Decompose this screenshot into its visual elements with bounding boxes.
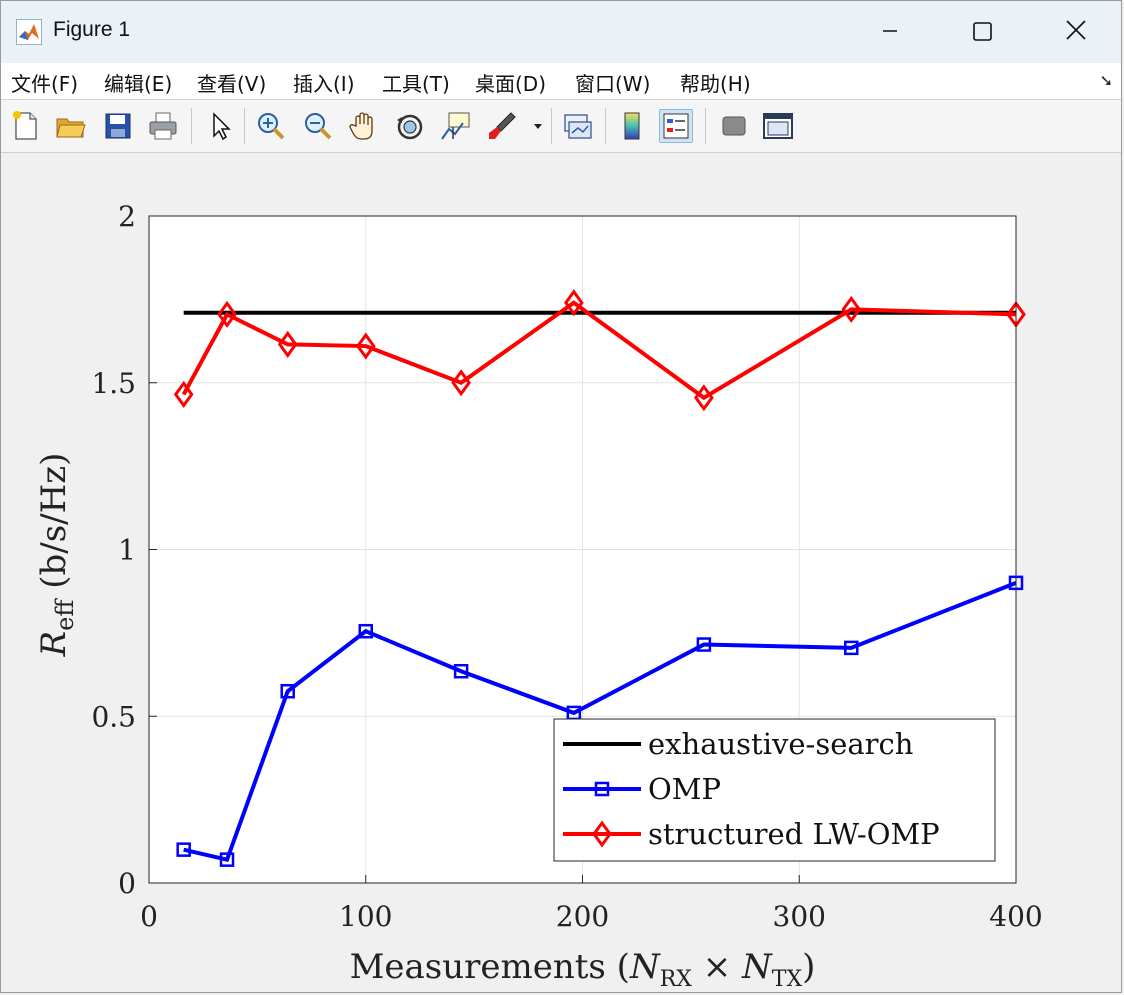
- data-point-structured-lw-omp: [563, 289, 584, 317]
- brush-dropdown-button[interactable]: [529, 109, 547, 143]
- y-tick-label: 2: [118, 200, 136, 233]
- series-layer: [173, 289, 1026, 867]
- axis-ticks: 0 100 200 300 400 0 0.5 1 1.5 2: [91, 200, 1042, 933]
- legend[interactable]: exhaustive-search OMP structured LW-OMP: [553, 718, 996, 862]
- zoom-out-icon: [305, 113, 332, 140]
- show-plot-tools-icon: [763, 113, 793, 139]
- y-tick-label: 0.5: [91, 700, 136, 733]
- brush-button[interactable]: [485, 109, 519, 143]
- zoom-in-icon: [258, 113, 285, 140]
- x-tick-label: 200: [556, 900, 609, 933]
- toolbar: [1, 100, 1121, 153]
- menu-dock-arrow-icon[interactable]: ➘: [1099, 71, 1113, 90]
- floppy-disk-icon: [105, 113, 131, 139]
- legend-item-exhaustive-search[interactable]: exhaustive-search: [563, 727, 913, 761]
- y-tick-label: 0: [118, 867, 136, 900]
- menu-insert[interactable]: 插入(I): [293, 72, 355, 96]
- window-title: Figure 1: [53, 18, 131, 41]
- legend-label: OMP: [648, 772, 721, 806]
- data-point-structured-lw-omp: [694, 384, 714, 412]
- insert-colorbar-button[interactable]: [615, 109, 649, 143]
- data-point-omp: [358, 623, 373, 639]
- y-tick-label: 1: [118, 534, 136, 567]
- x-tick-label: 0: [140, 900, 158, 933]
- data-point-structured-lw-omp: [451, 369, 471, 397]
- data-point-structured-lw-omp: [841, 295, 862, 323]
- new-document-icon: [13, 111, 37, 140]
- legend-marker: [592, 820, 612, 848]
- maximize-button[interactable]: [959, 11, 1005, 51]
- pan-button[interactable]: [347, 109, 381, 143]
- new-figure-button[interactable]: [9, 109, 43, 143]
- data-point-omp: [696, 637, 712, 652]
- rotate-3d-button[interactable]: [393, 109, 427, 143]
- matlab-logo-icon: [16, 19, 42, 45]
- data-point-omp: [280, 683, 295, 699]
- x-tick-label: 100: [339, 900, 392, 933]
- close-icon: [1066, 20, 1086, 40]
- brush-icon: [489, 112, 516, 139]
- colorbar-icon: [624, 112, 640, 140]
- menu-tools[interactable]: 工具(T): [382, 72, 450, 96]
- y-tick-label: 1.5: [91, 367, 136, 400]
- series-line-structured-lw-omp: [181, 300, 1017, 401]
- menu-bar: 文件(F) 编辑(E) 查看(V) 插入(I) 工具(T) 桌面(D) 窗口(W…: [1, 63, 1121, 100]
- data-point-omp: [453, 663, 469, 679]
- print-button[interactable]: [146, 109, 180, 143]
- insert-legend-button[interactable]: [659, 109, 693, 143]
- menu-help[interactable]: 帮助(H): [680, 72, 751, 96]
- x-tick-label: 300: [773, 900, 826, 933]
- data-point-omp: [176, 842, 191, 857]
- menu-window[interactable]: 窗口(W): [575, 72, 651, 96]
- data-cursor-button[interactable]: [439, 109, 473, 143]
- data-point-omp: [219, 852, 235, 867]
- legend-label: structured LW-OMP: [648, 817, 940, 851]
- maximize-icon: [973, 22, 992, 41]
- data-tip-icon: [441, 112, 470, 140]
- series-line-omp: [183, 580, 1017, 862]
- menu-view[interactable]: 查看(V): [197, 72, 267, 96]
- menu-desktop[interactable]: 桌面(D): [475, 72, 547, 96]
- show-plot-tools-button[interactable]: [761, 109, 795, 143]
- rotate-3d-icon: [397, 114, 423, 140]
- close-button[interactable]: [1053, 11, 1099, 51]
- save-button[interactable]: [101, 109, 135, 143]
- printer-icon: [149, 112, 177, 140]
- data-point-structured-lw-omp: [173, 380, 194, 408]
- x-axis-label: Measurements (NRX × NTX): [350, 947, 816, 992]
- pointer-arrow-icon: [213, 112, 231, 141]
- legend-marker: [594, 781, 610, 797]
- zoom-in-button[interactable]: [254, 109, 288, 143]
- link-plot-icon: [564, 114, 592, 139]
- legend-item-omp[interactable]: OMP: [563, 772, 721, 806]
- hand-pan-icon: [349, 112, 373, 140]
- title-bar: Figure 1: [1, 1, 1121, 63]
- data-point-structured-lw-omp: [277, 330, 298, 358]
- hide-plot-tools-icon: [722, 116, 746, 136]
- data-point-structured-lw-omp: [355, 332, 376, 360]
- menu-edit[interactable]: 编辑(E): [104, 72, 173, 96]
- y-axis-label: Reff (b/s/Hz): [34, 453, 79, 658]
- legend-item-structured-lw-omp[interactable]: structured LW-OMP: [563, 817, 940, 851]
- folder-open-icon: [56, 118, 86, 138]
- legend-icon: [663, 113, 689, 139]
- minimize-icon: [883, 30, 897, 32]
- minimize-button[interactable]: [867, 11, 913, 51]
- legend-label: exhaustive-search: [648, 727, 913, 761]
- select-pointer-button[interactable]: [203, 109, 237, 143]
- link-plot-button[interactable]: [561, 109, 595, 143]
- hide-plot-tools-button[interactable]: [717, 109, 751, 143]
- caret-down-icon: [534, 124, 542, 129]
- data-point-omp: [844, 640, 859, 656]
- zoom-out-button[interactable]: [301, 109, 335, 143]
- open-file-button[interactable]: [54, 109, 88, 143]
- series-omp: [176, 575, 1024, 867]
- x-tick-label: 400: [989, 900, 1042, 933]
- data-point-structured-lw-omp: [217, 300, 237, 328]
- menu-file[interactable]: 文件(F): [11, 72, 79, 96]
